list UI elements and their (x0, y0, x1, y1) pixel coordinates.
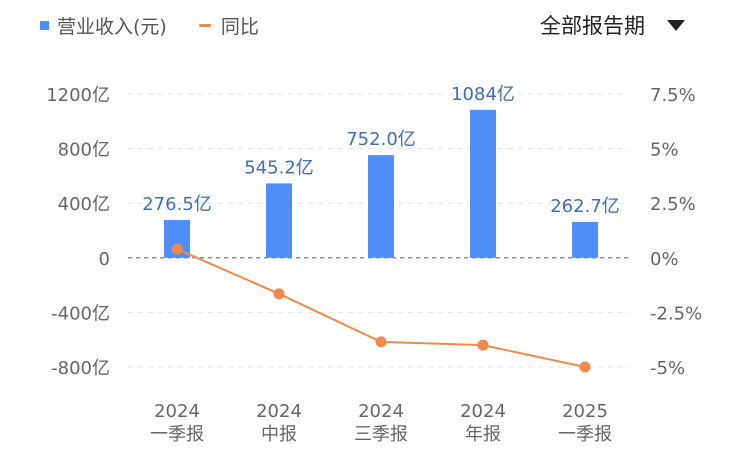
left-tick-label: -800亿 (51, 358, 110, 379)
yoy-point (171, 243, 183, 255)
legend-bar-label[interactable]: 营业收入(元) (57, 16, 167, 38)
legend-bar-swatch (40, 21, 49, 30)
bar-value-label: 262.7亿 (550, 196, 620, 217)
yoy-point (477, 339, 489, 351)
x-tick-period: 一季报 (150, 424, 204, 445)
legend: 营业收入(元) 同比 (40, 12, 259, 39)
period-dropdown[interactable]: 全部报告期 (540, 10, 685, 40)
bar (266, 183, 292, 258)
yoy-point (579, 361, 591, 373)
period-dropdown-label: 全部报告期 (540, 14, 645, 38)
left-tick-label: 800亿 (58, 140, 110, 161)
x-tick-year: 2024 (154, 401, 200, 422)
x-tick-period: 一季报 (558, 424, 612, 445)
bar (470, 109, 496, 258)
left-tick-label: 1200亿 (46, 85, 110, 106)
right-tick-label: 2.5% (650, 194, 696, 215)
bar-value-label: 752.0亿 (346, 129, 416, 150)
bar-value-label: 276.5亿 (142, 194, 212, 215)
yoy-point (273, 288, 285, 300)
bar-value-label: 1084亿 (451, 84, 515, 105)
x-tick-year: 2025 (562, 401, 608, 422)
x-tick-year: 2024 (358, 401, 404, 422)
right-tick-label: 7.5% (650, 85, 696, 106)
right-tick-label: 5% (650, 140, 679, 161)
bar-value-label: 545.2亿 (244, 157, 314, 178)
left-tick-label: 400亿 (58, 194, 110, 215)
x-tick-year: 2024 (460, 401, 506, 422)
yoy-line (176, 248, 586, 368)
legend-line-swatch (198, 24, 211, 27)
right-tick-label: -2.5% (650, 303, 702, 324)
left-tick-label: 0 (99, 249, 110, 270)
x-tick-period: 年报 (465, 424, 501, 445)
bar (572, 221, 598, 258)
right-tick-label: 0% (650, 249, 679, 270)
x-tick-period: 中报 (261, 424, 297, 445)
right-tick-label: -5% (650, 358, 685, 379)
bar (368, 155, 394, 258)
x-tick-year: 2024 (256, 401, 302, 422)
x-tick-period: 三季报 (354, 424, 408, 445)
left-tick-label: -400亿 (51, 303, 110, 324)
chevron-down-icon (667, 19, 685, 31)
legend-line-label[interactable]: 同比 (220, 16, 259, 38)
yoy-point (375, 336, 387, 348)
